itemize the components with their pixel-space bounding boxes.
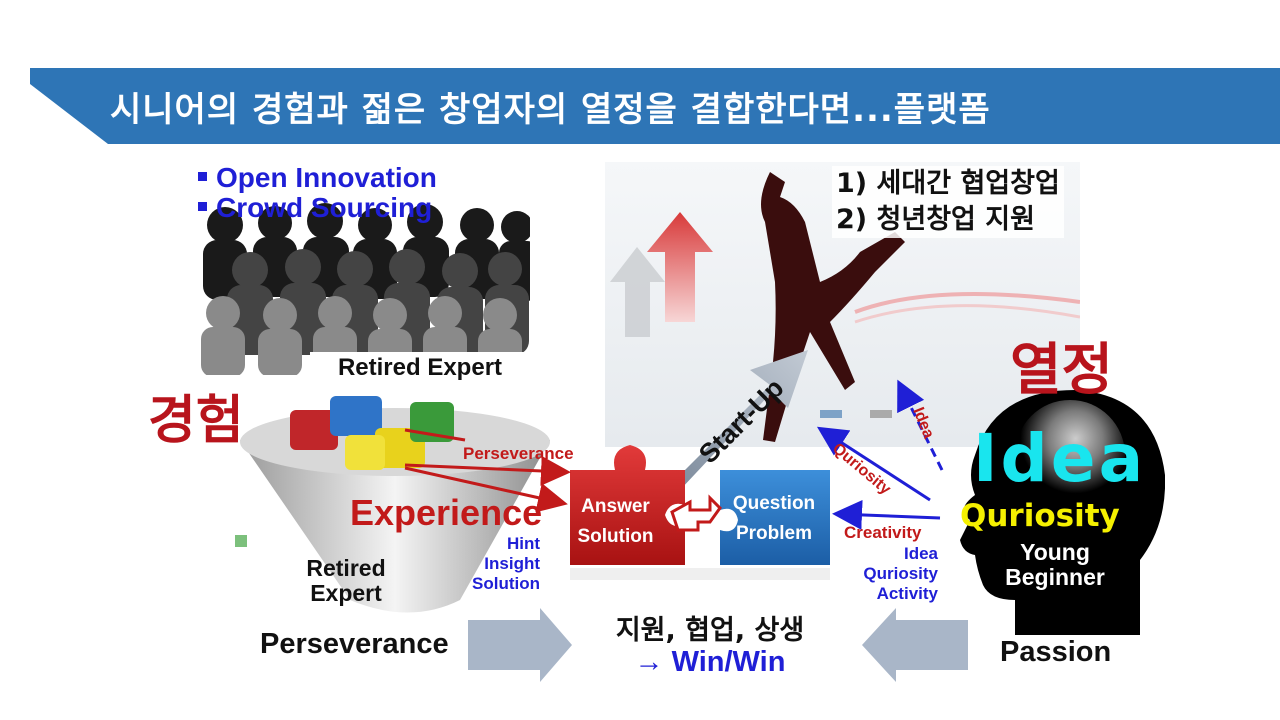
bullet-crowd-sourcing: Crowd Sourcing (198, 192, 432, 224)
answer-piece-label: Answer Solution (568, 492, 663, 552)
retired-text: Retired (306, 555, 386, 581)
goal-item: 2) 청년창업 지원 (836, 204, 1035, 235)
list-item: Insight (484, 554, 540, 573)
experience-korean-heading: 경험 (148, 390, 244, 451)
list-item: Hint (506, 534, 540, 553)
puzzle-diagram (570, 350, 830, 580)
experience-arrows (404, 428, 571, 513)
startup-goals: 1) 세대간 협업창업 2) 청년창업 지원 (832, 166, 1064, 238)
young-beginner-label: Young Beginner (990, 540, 1120, 590)
win-win-text: → Win/Win (634, 646, 786, 678)
passion-label: Passion (1000, 636, 1112, 668)
question-text: Question (732, 493, 816, 514)
solution-text: Solution (577, 526, 654, 547)
passion-traits-list: Idea Quriosity Activity (840, 544, 938, 604)
question-piece-label: Question Problem (722, 489, 826, 549)
crowd-silhouette-image (195, 195, 530, 375)
list-item: Activity (876, 584, 938, 603)
quriosity-head-text: Quriosity (960, 498, 1120, 534)
page-title: 시니어의 경험과 젊은 창업자의 열정을 결합한다면...플랫폼 (110, 90, 991, 130)
goal-item: 1) 세대간 협업창업 (836, 168, 1060, 199)
list-item: Idea (903, 544, 938, 563)
retired-expert-label: Retired Expert (282, 556, 410, 606)
bullet-square-icon (198, 202, 207, 212)
idea-head-text: Idea (973, 420, 1147, 497)
passion-arrows (816, 379, 944, 530)
head-silhouette-image (960, 390, 1165, 635)
beginner-text: Beginner (1005, 564, 1105, 590)
list-item: Quriosity (863, 564, 938, 583)
perseverance-label: Perseverance (260, 628, 449, 660)
perseverance-arrow-label: Perseverance (463, 444, 574, 463)
title-banner (30, 68, 1280, 144)
creativity-arrow-label: Creativity (844, 523, 922, 542)
crowd-caption: Retired Expert (310, 352, 530, 384)
passion-korean-heading: 열정 (1010, 337, 1114, 403)
problem-text: Problem (735, 523, 813, 544)
cooperation-text: 지원, 협업, 상생 (615, 615, 805, 646)
experience-benefits-list: Hint Insight Solution (440, 534, 540, 594)
young-text: Young (1020, 539, 1090, 565)
expert-text: Expert (310, 580, 382, 606)
bottom-arrows (468, 608, 968, 682)
bullet-open-innovation: Open Innovation (198, 162, 437, 194)
answer-text: Answer (581, 496, 650, 517)
list-item: Solution (472, 574, 540, 593)
bullet-square-icon (198, 172, 207, 182)
experience-label: Experience (350, 492, 543, 533)
